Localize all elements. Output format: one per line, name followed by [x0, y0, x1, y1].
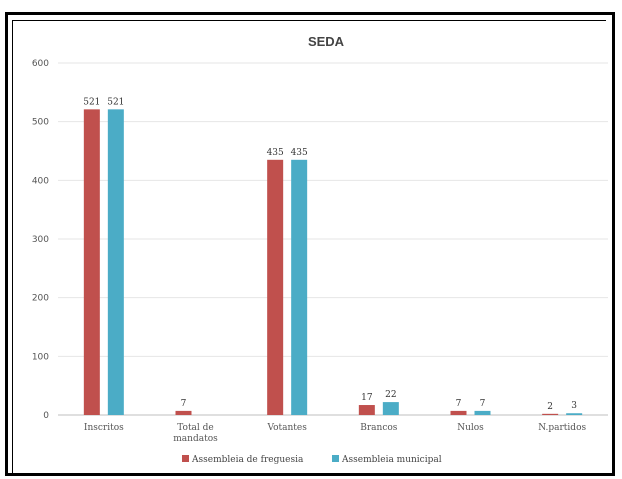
legend-label: Assembleia de freguesia [191, 455, 304, 465]
bar-freguesia [542, 413, 559, 415]
bar-freguesia [358, 405, 375, 415]
y-tick-label: 400 [32, 176, 49, 186]
y-tick-label: 500 [32, 118, 49, 128]
data-label: 435 [291, 148, 308, 158]
x-tick-label: Nulos [457, 423, 484, 433]
bar-freguesia [267, 159, 284, 415]
y-tick-label: 600 [32, 59, 49, 69]
x-tick-label: N.partidos [538, 423, 586, 433]
legend-label: Assembleia municipal [341, 455, 442, 465]
data-label: 7 [480, 399, 486, 409]
bar-freguesia [450, 410, 467, 415]
x-tick-label: Votantes [266, 423, 307, 433]
data-label: 521 [107, 97, 124, 107]
y-axis: 0 100 200 300 400 500 600 [32, 59, 49, 421]
data-label: 2 [547, 402, 553, 412]
bar-municipal [382, 402, 399, 415]
frame-inner-line-top [12, 20, 606, 21]
data-label: 435 [267, 148, 284, 158]
data-label: 7 [456, 399, 462, 409]
data-label: 7 [181, 399, 187, 409]
chart-frame [5, 12, 615, 476]
y-tick-label: 200 [32, 294, 49, 304]
bar-municipal [566, 413, 583, 415]
data-label: 22 [385, 390, 396, 400]
x-tick-label: mandatos [173, 434, 218, 444]
bar-municipal [291, 159, 308, 415]
data-label: 17 [361, 393, 373, 403]
y-tick-label: 0 [43, 411, 49, 421]
legend: Assembleia de freguesia Assembleia munici… [182, 455, 442, 465]
frame-inner-line-left [12, 20, 13, 473]
data-label: 521 [83, 97, 100, 107]
y-tick-label: 300 [32, 235, 49, 245]
bar-municipal [107, 109, 124, 415]
x-tick-label: Inscritos [84, 423, 124, 433]
bar-municipal [474, 410, 491, 415]
gridlines [58, 62, 608, 416]
x-tick-label: Brancos [360, 423, 398, 433]
y-tick-label: 100 [32, 352, 49, 362]
data-label: 3 [571, 401, 577, 411]
bars: 521 521 7 435 435 17 22 7 7 2 3 [83, 97, 583, 415]
x-tick-label: Total de [177, 423, 214, 433]
chart-title: SEDA [308, 34, 345, 49]
bar-freguesia [83, 109, 100, 415]
legend-swatch [332, 455, 339, 462]
bar-freguesia [175, 410, 192, 415]
legend-swatch [182, 455, 189, 462]
